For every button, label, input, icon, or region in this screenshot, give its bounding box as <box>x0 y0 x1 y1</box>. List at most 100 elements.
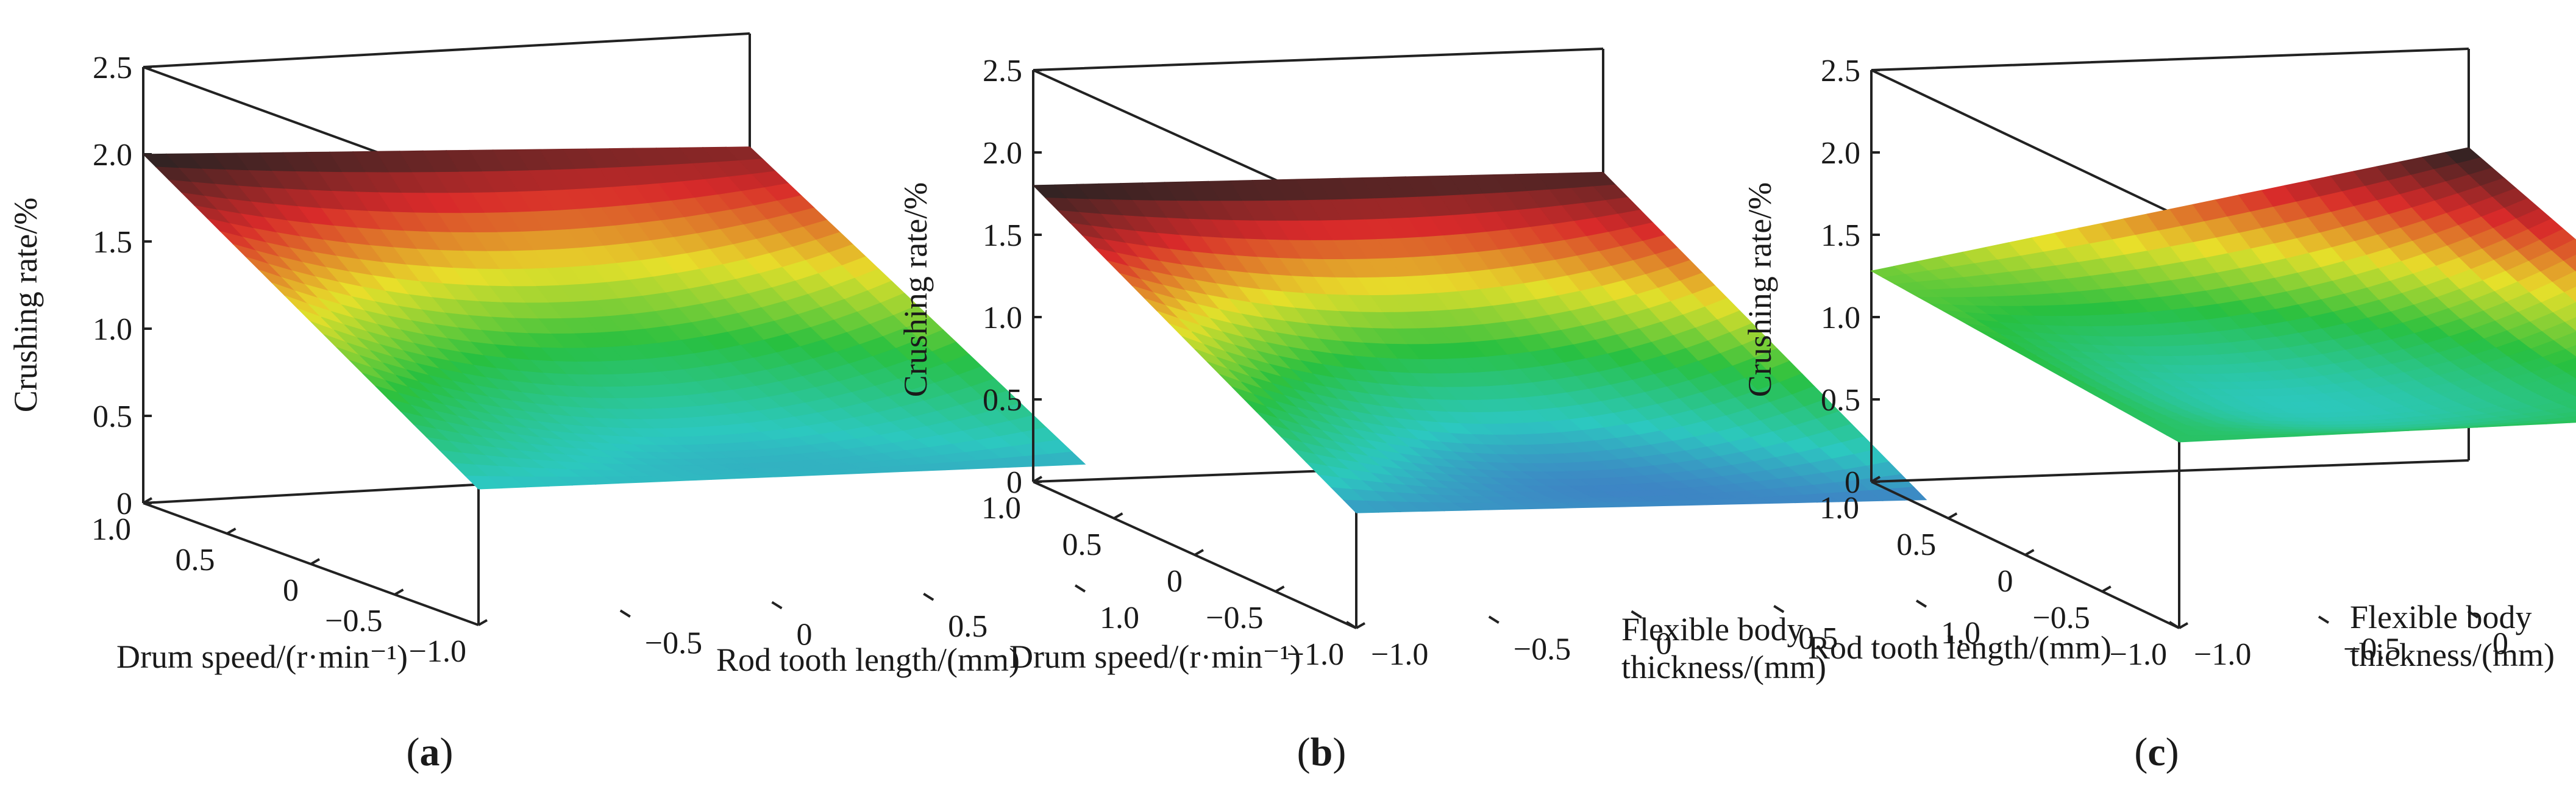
y-tick-mark <box>2168 621 2180 629</box>
y-axis-label: Flexible body <box>1621 611 1803 648</box>
y-axis-label: thickness/(mm) <box>1621 649 1826 685</box>
surface-patch <box>2569 416 2576 420</box>
z-tick-label: 0 <box>1006 465 1022 500</box>
z-tick-label: 0.5 <box>93 399 132 434</box>
y-tick-mark <box>1915 599 1927 608</box>
surface-patch <box>2540 260 2576 283</box>
x-tick-label: 0 <box>283 573 299 608</box>
y-tick-label: 1.0 <box>1100 601 1139 635</box>
y-tick-label: 0.5 <box>948 609 987 644</box>
y-tick-mark <box>923 593 934 601</box>
y-tick-mark <box>2467 610 2479 619</box>
x-tick-label: 0 <box>1167 564 1183 599</box>
surface-patch <box>2564 317 2576 331</box>
x-axis-label: Drum speed/(r·min⁻¹) <box>116 638 408 675</box>
x-tick-mark <box>1275 585 1285 593</box>
y-tick-label: −0.5 <box>2343 632 2400 666</box>
z-tick-label: 1.5 <box>1821 218 1860 253</box>
z-tick-label: 2.5 <box>1821 54 1860 88</box>
z-tick-label: 0.5 <box>983 383 1022 418</box>
y-tick-mark <box>1631 610 1642 619</box>
y-tick-label: −1.0 <box>2194 637 2251 672</box>
surface-patch <box>2542 321 2576 341</box>
x-tick-mark <box>310 558 320 565</box>
y-axis-label: Rod tooth length/(mm) <box>716 641 1020 678</box>
y-tick-label: 0.5 <box>1798 621 1838 656</box>
y-axis-line <box>1871 459 2469 483</box>
x-tick-label: 0.5 <box>1896 527 1936 562</box>
x-tick-mark <box>1033 476 1042 483</box>
chart-panel-1: 0 0.5 1.0 1.5 2.0 2.5 1.0 0.5 0 −0.5 −1.0 −0.5 0 0.5 1… <box>7 32 1139 774</box>
x-tick-label: 1.0 <box>91 512 131 547</box>
x-tick-mark <box>2179 622 2188 629</box>
surface-patch <box>2557 411 2576 418</box>
x-tick-mark <box>1871 476 1880 483</box>
y-tick-mark <box>1488 615 1500 624</box>
surface-patch <box>2552 238 2576 262</box>
z-tick-label: 2.0 <box>983 136 1022 171</box>
panel-label-close: ) <box>440 730 454 774</box>
y-tick-mark <box>771 601 783 610</box>
x-tick-mark <box>478 619 488 626</box>
x-tick-label: −1.0 <box>1287 637 1344 672</box>
surface-patch <box>2552 271 2576 293</box>
x-tick-label: 1.0 <box>981 491 1021 526</box>
panel-label-close: ) <box>1332 730 1346 774</box>
x-tick-mark <box>2101 585 2112 593</box>
x-tick-label: −0.5 <box>2032 601 2090 635</box>
surface-patch <box>2542 348 2576 366</box>
x-tick-label: −1.0 <box>409 634 466 669</box>
z-tick-label: 1.0 <box>1821 301 1860 335</box>
surface-patch <box>2553 302 2576 323</box>
panel-label: (a) <box>407 730 454 774</box>
x-tick-mark <box>1194 549 1204 556</box>
y-axis-label: thickness/(mm) <box>2350 637 2555 673</box>
panel-label-close: ) <box>2166 730 2179 774</box>
surface-patch <box>1048 451 1086 466</box>
panel-label-open: ( <box>2134 730 2147 774</box>
z-axis-label: Crushing rate/% <box>1742 182 1778 397</box>
surface-patch <box>2553 331 2576 350</box>
x-tick-mark <box>143 497 152 504</box>
z-axis-label: Crushing rate/% <box>7 198 44 412</box>
y-tick-label: 0 <box>2492 627 2508 662</box>
x-tick-mark <box>394 588 404 596</box>
x-tick-label: −0.5 <box>1206 601 1263 635</box>
z-tick-label: 1.0 <box>93 312 132 347</box>
z-tick-label: 1.5 <box>983 218 1022 253</box>
surface-patch <box>2567 405 2576 410</box>
y-tick-mark <box>1074 584 1086 593</box>
panel-label-open: ( <box>1297 730 1311 774</box>
z-axis-label: Crushing rate/% <box>897 182 934 397</box>
y-axis-label: Flexible body <box>2350 599 2532 635</box>
surface-patch <box>2564 286 2576 302</box>
panel-label-letter: c <box>2147 730 2165 774</box>
y-tick-label: 0 <box>1656 627 1672 662</box>
y-tick-mark <box>619 609 631 618</box>
x-axis-label: Rod tooth length/(mm) <box>1808 629 2112 666</box>
x-tick-label: 0.5 <box>1062 527 1102 562</box>
x-tick-label: −1.0 <box>2110 637 2167 672</box>
x-tick-mark <box>1356 622 1365 629</box>
y-tick-label: 0 <box>797 618 813 652</box>
response-surface <box>142 146 1086 490</box>
x-tick-label: −0.5 <box>325 604 382 638</box>
panel-label-letter: b <box>1311 730 1333 774</box>
surface-patch <box>2565 345 2576 357</box>
x-tick-mark <box>1113 512 1123 520</box>
panel-label-letter: a <box>420 730 440 774</box>
y-tick-label: −0.5 <box>645 626 702 660</box>
x-tick-mark <box>2024 549 2035 556</box>
x-axis-label: Drum speed/(r·min⁻¹) <box>1009 638 1301 675</box>
response-surface <box>1032 171 1927 513</box>
surface-patch <box>2558 420 2576 423</box>
panel-label: (b) <box>1297 730 1347 774</box>
surface-patch <box>2541 291 2576 313</box>
x-tick-label: 0 <box>1998 564 2013 599</box>
panel-label-open: ( <box>407 730 420 774</box>
z-tick-label: 0.5 <box>1821 383 1860 418</box>
z-tick-label: 0 <box>116 487 132 521</box>
chart-panel-2: 0 0.5 1.0 1.5 2.0 2.5 1.0 0.5 0 −0.5 −1.0 −1.0 −0.5 0… <box>897 48 1980 774</box>
x-tick-mark <box>226 527 237 535</box>
